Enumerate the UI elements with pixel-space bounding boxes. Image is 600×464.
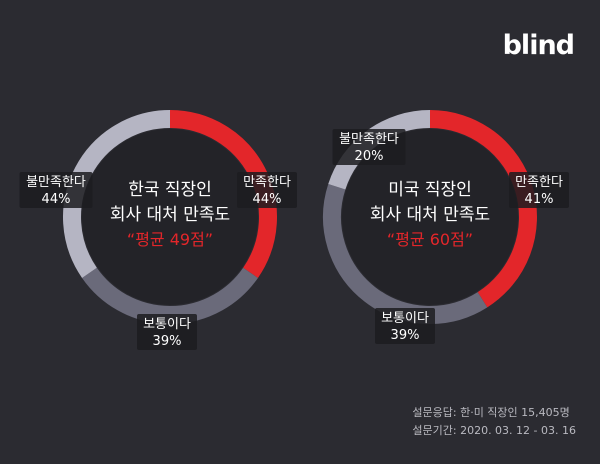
label-neutral: 보통이다 39% [375, 308, 435, 344]
slice-dissatisfied [63, 110, 171, 278]
slice-percent: 44% [253, 192, 282, 207]
slice-percent: 39% [391, 328, 420, 343]
average-score: “평균 60점” [387, 230, 473, 249]
slice-label: 만족한다 [243, 175, 291, 190]
label-background [509, 172, 569, 208]
slice-label: 불만족한다 [26, 175, 86, 190]
label-background [19, 172, 93, 208]
label-background [137, 314, 197, 350]
center-title-line-2: 회사 대처 만족도 [370, 205, 490, 225]
center-title-line-1: 한국 직장인 [128, 180, 212, 200]
label-neutral: 보통이다 39% [137, 314, 197, 350]
slice-neutral [323, 183, 488, 324]
donut-center-disc [82, 129, 258, 305]
center-title-line-1: 미국 직장인 [388, 180, 472, 200]
slice-percent: 20% [355, 149, 384, 164]
label-dissatisfied: 불만족한다 44% [19, 172, 93, 208]
label-dissatisfied: 불만족한다 20% [332, 129, 406, 165]
label-satisfied: 만족한다 44% [237, 172, 297, 208]
slice-percent: 41% [525, 192, 554, 207]
slice-label: 만족한다 [515, 175, 563, 190]
slice-label: 보통이다 [381, 311, 429, 326]
blind-logo: blind [502, 30, 575, 61]
slice-label: 불만족한다 [339, 132, 399, 147]
label-background [375, 308, 435, 344]
survey-respondents: 설문응답: 한·미 직장인 15,405명 [412, 406, 570, 419]
donut-center-disc [342, 129, 518, 305]
average-score: “평균 49점” [127, 230, 213, 249]
label-satisfied: 만족한다 41% [509, 172, 569, 208]
survey-period: 설문기간: 2020. 03. 12 - 03. 16 [412, 424, 576, 437]
slice-percent: 39% [153, 334, 182, 349]
label-background [332, 129, 406, 165]
label-background [237, 172, 297, 208]
center-title-line-2: 회사 대처 만족도 [110, 205, 230, 225]
survey-footer: 설문응답: 한·미 직장인 15,405명 설문기간: 2020. 03. 12… [412, 404, 576, 440]
slice-satisfied [169, 110, 277, 278]
slice-percent: 44% [42, 192, 71, 207]
slice-label: 보통이다 [143, 317, 191, 332]
